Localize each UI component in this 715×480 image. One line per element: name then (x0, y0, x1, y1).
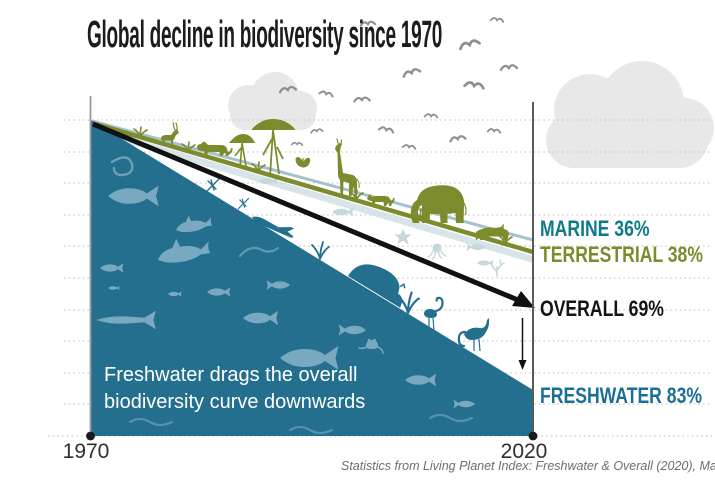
bird-icon (377, 125, 395, 134)
bird-icon (463, 80, 486, 90)
terrestrial-animals (133, 119, 513, 245)
terrestrial-line (91, 120, 534, 255)
cloud-icon (546, 61, 714, 168)
bird-icon (499, 63, 519, 72)
jackal-icon (367, 194, 395, 206)
bird-icon (457, 37, 481, 51)
crocodile-icon (252, 216, 295, 238)
butterfly-icon (295, 157, 311, 168)
lion-icon (197, 141, 233, 156)
bird-icon (290, 141, 304, 146)
bird-icon (310, 127, 324, 134)
dragonfly-icon (205, 178, 220, 193)
giraffe-icon (335, 138, 360, 196)
freshwater-layer (91, 120, 533, 436)
hippo-icon (348, 264, 406, 308)
flamingo-icon (424, 296, 444, 332)
bird-icon (318, 89, 335, 98)
rhino-icon (475, 223, 509, 240)
bird-icon (401, 143, 417, 150)
overall-arrow (92, 121, 535, 308)
marine-silhouettes (258, 177, 505, 277)
x-tick-1970: 1970 (62, 440, 110, 463)
label-freshwater: FRESHWATER 83% (540, 383, 703, 408)
elephant-icon (410, 185, 467, 223)
dragonfly-icon (237, 197, 250, 210)
bird-icon (489, 16, 505, 23)
clouds (228, 61, 714, 168)
source-footnote: Statistics from Living Planet Index: Fre… (341, 459, 715, 473)
x-tick-2020: 2020 (500, 440, 548, 463)
frog-icon (358, 338, 384, 354)
drag-down-arrow (518, 318, 527, 370)
annotation-line-1: Freshwater drags the overall (104, 364, 358, 386)
shore-band (92, 126, 533, 263)
terrestrial-layer (91, 119, 534, 255)
swirl-icon (110, 156, 134, 177)
bird-icon (486, 127, 502, 134)
axes (86, 96, 538, 441)
axis-dot (86, 431, 95, 441)
starfish-icon (394, 228, 412, 245)
coral-icon (491, 259, 505, 277)
acacia-tree-icon (229, 134, 255, 169)
freshwater-fish (96, 156, 475, 435)
freshwater-area (91, 120, 533, 436)
heron-icon (457, 318, 490, 352)
octopus-icon (427, 243, 447, 260)
bird-icon (353, 96, 371, 103)
gazelle-icon (161, 122, 179, 146)
axis-dot (528, 431, 538, 441)
label-overall: OVERALL 69% (540, 296, 664, 321)
annotation-text: Freshwater drags the overall biodiversit… (104, 362, 365, 416)
page-title: Global decline in biodiversity since 197… (87, 14, 443, 56)
bird-icon (448, 134, 467, 143)
swirl-icon (238, 246, 280, 258)
label-marine: MARINE 36% (540, 216, 650, 241)
acacia-tree-icon (252, 119, 295, 178)
annotation-line-2: biodiversity curve downwards (104, 391, 366, 413)
fish-icon (477, 259, 494, 267)
freshwater-wildlife (205, 178, 490, 352)
reeds-icon (311, 241, 330, 260)
bird-icon (423, 113, 439, 119)
cloud-icon (228, 72, 317, 130)
bird-icon (401, 66, 422, 78)
label-terrestrial: TERRESTRIAL 38% (540, 242, 703, 267)
